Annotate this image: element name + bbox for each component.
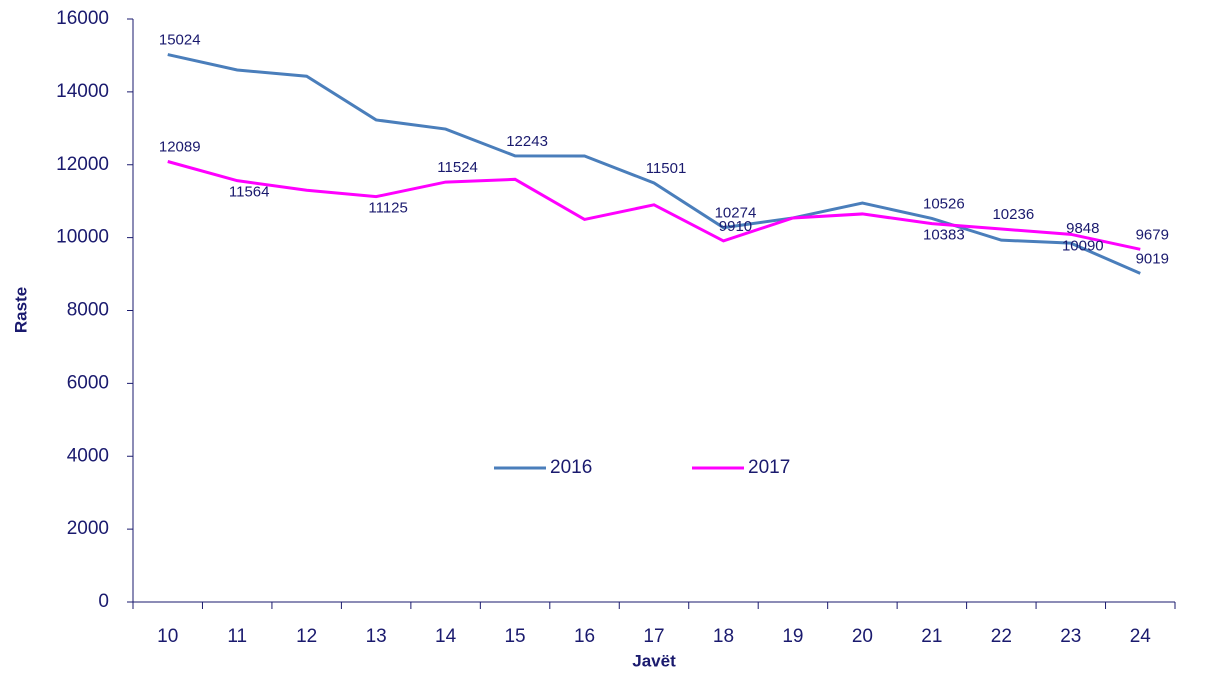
x-tick-label: 14 xyxy=(435,626,457,647)
x-tick-label: 24 xyxy=(1130,626,1152,647)
data-label: 12243 xyxy=(506,133,548,150)
data-label: 10383 xyxy=(923,227,965,244)
data-label: 10274 xyxy=(715,205,757,222)
series-line xyxy=(167,53,1141,275)
x-tick-label: 19 xyxy=(782,626,803,647)
data-label: 9679 xyxy=(1136,226,1169,243)
x-axis-title: Javët xyxy=(632,651,676,670)
data-label: 10236 xyxy=(992,206,1034,223)
data-label: 10526 xyxy=(923,195,965,212)
y-tick-label: 10000 xyxy=(56,227,109,248)
legend-label: 2017 xyxy=(748,457,790,478)
data-label: 9910 xyxy=(719,218,752,235)
x-tick-label: 15 xyxy=(504,626,525,647)
x-tick-label: 23 xyxy=(1060,626,1081,647)
data-label: 10090 xyxy=(1062,237,1104,254)
x-tick-label: 22 xyxy=(991,626,1012,647)
y-tick-label: 12000 xyxy=(56,154,109,175)
data-label: 11501 xyxy=(646,160,687,177)
x-tick-label: 11 xyxy=(227,626,247,647)
y-tick-label: 4000 xyxy=(67,445,109,466)
y-tick-label: 6000 xyxy=(67,372,109,393)
y-axis-title: Raste xyxy=(11,287,30,333)
legend-label: 2016 xyxy=(550,457,592,478)
y-tick-label: 14000 xyxy=(56,81,109,102)
x-tick-label: 13 xyxy=(366,626,387,647)
y-tick-label: 2000 xyxy=(67,518,109,539)
x-tick-label: 16 xyxy=(574,626,595,647)
x-tick-label: 20 xyxy=(852,626,873,647)
x-tick-label: 18 xyxy=(713,626,734,647)
x-tick-label: 17 xyxy=(643,626,664,647)
data-label: 9848 xyxy=(1066,220,1099,237)
y-tick-label: 8000 xyxy=(67,300,109,321)
data-label: 15024 xyxy=(159,32,201,49)
x-tick-label: 10 xyxy=(157,626,178,647)
x-tick-label: 21 xyxy=(921,626,942,647)
x-tick-label: 12 xyxy=(296,626,317,647)
y-tick-label: 16000 xyxy=(56,8,109,29)
data-label: 12089 xyxy=(159,138,201,155)
data-label: 11524 xyxy=(437,159,478,176)
data-label: 9019 xyxy=(1136,250,1169,267)
data-label: 11125 xyxy=(368,200,408,217)
y-tick-label: 0 xyxy=(98,591,109,612)
series-line xyxy=(167,160,1141,251)
data-label: 11564 xyxy=(229,184,270,201)
